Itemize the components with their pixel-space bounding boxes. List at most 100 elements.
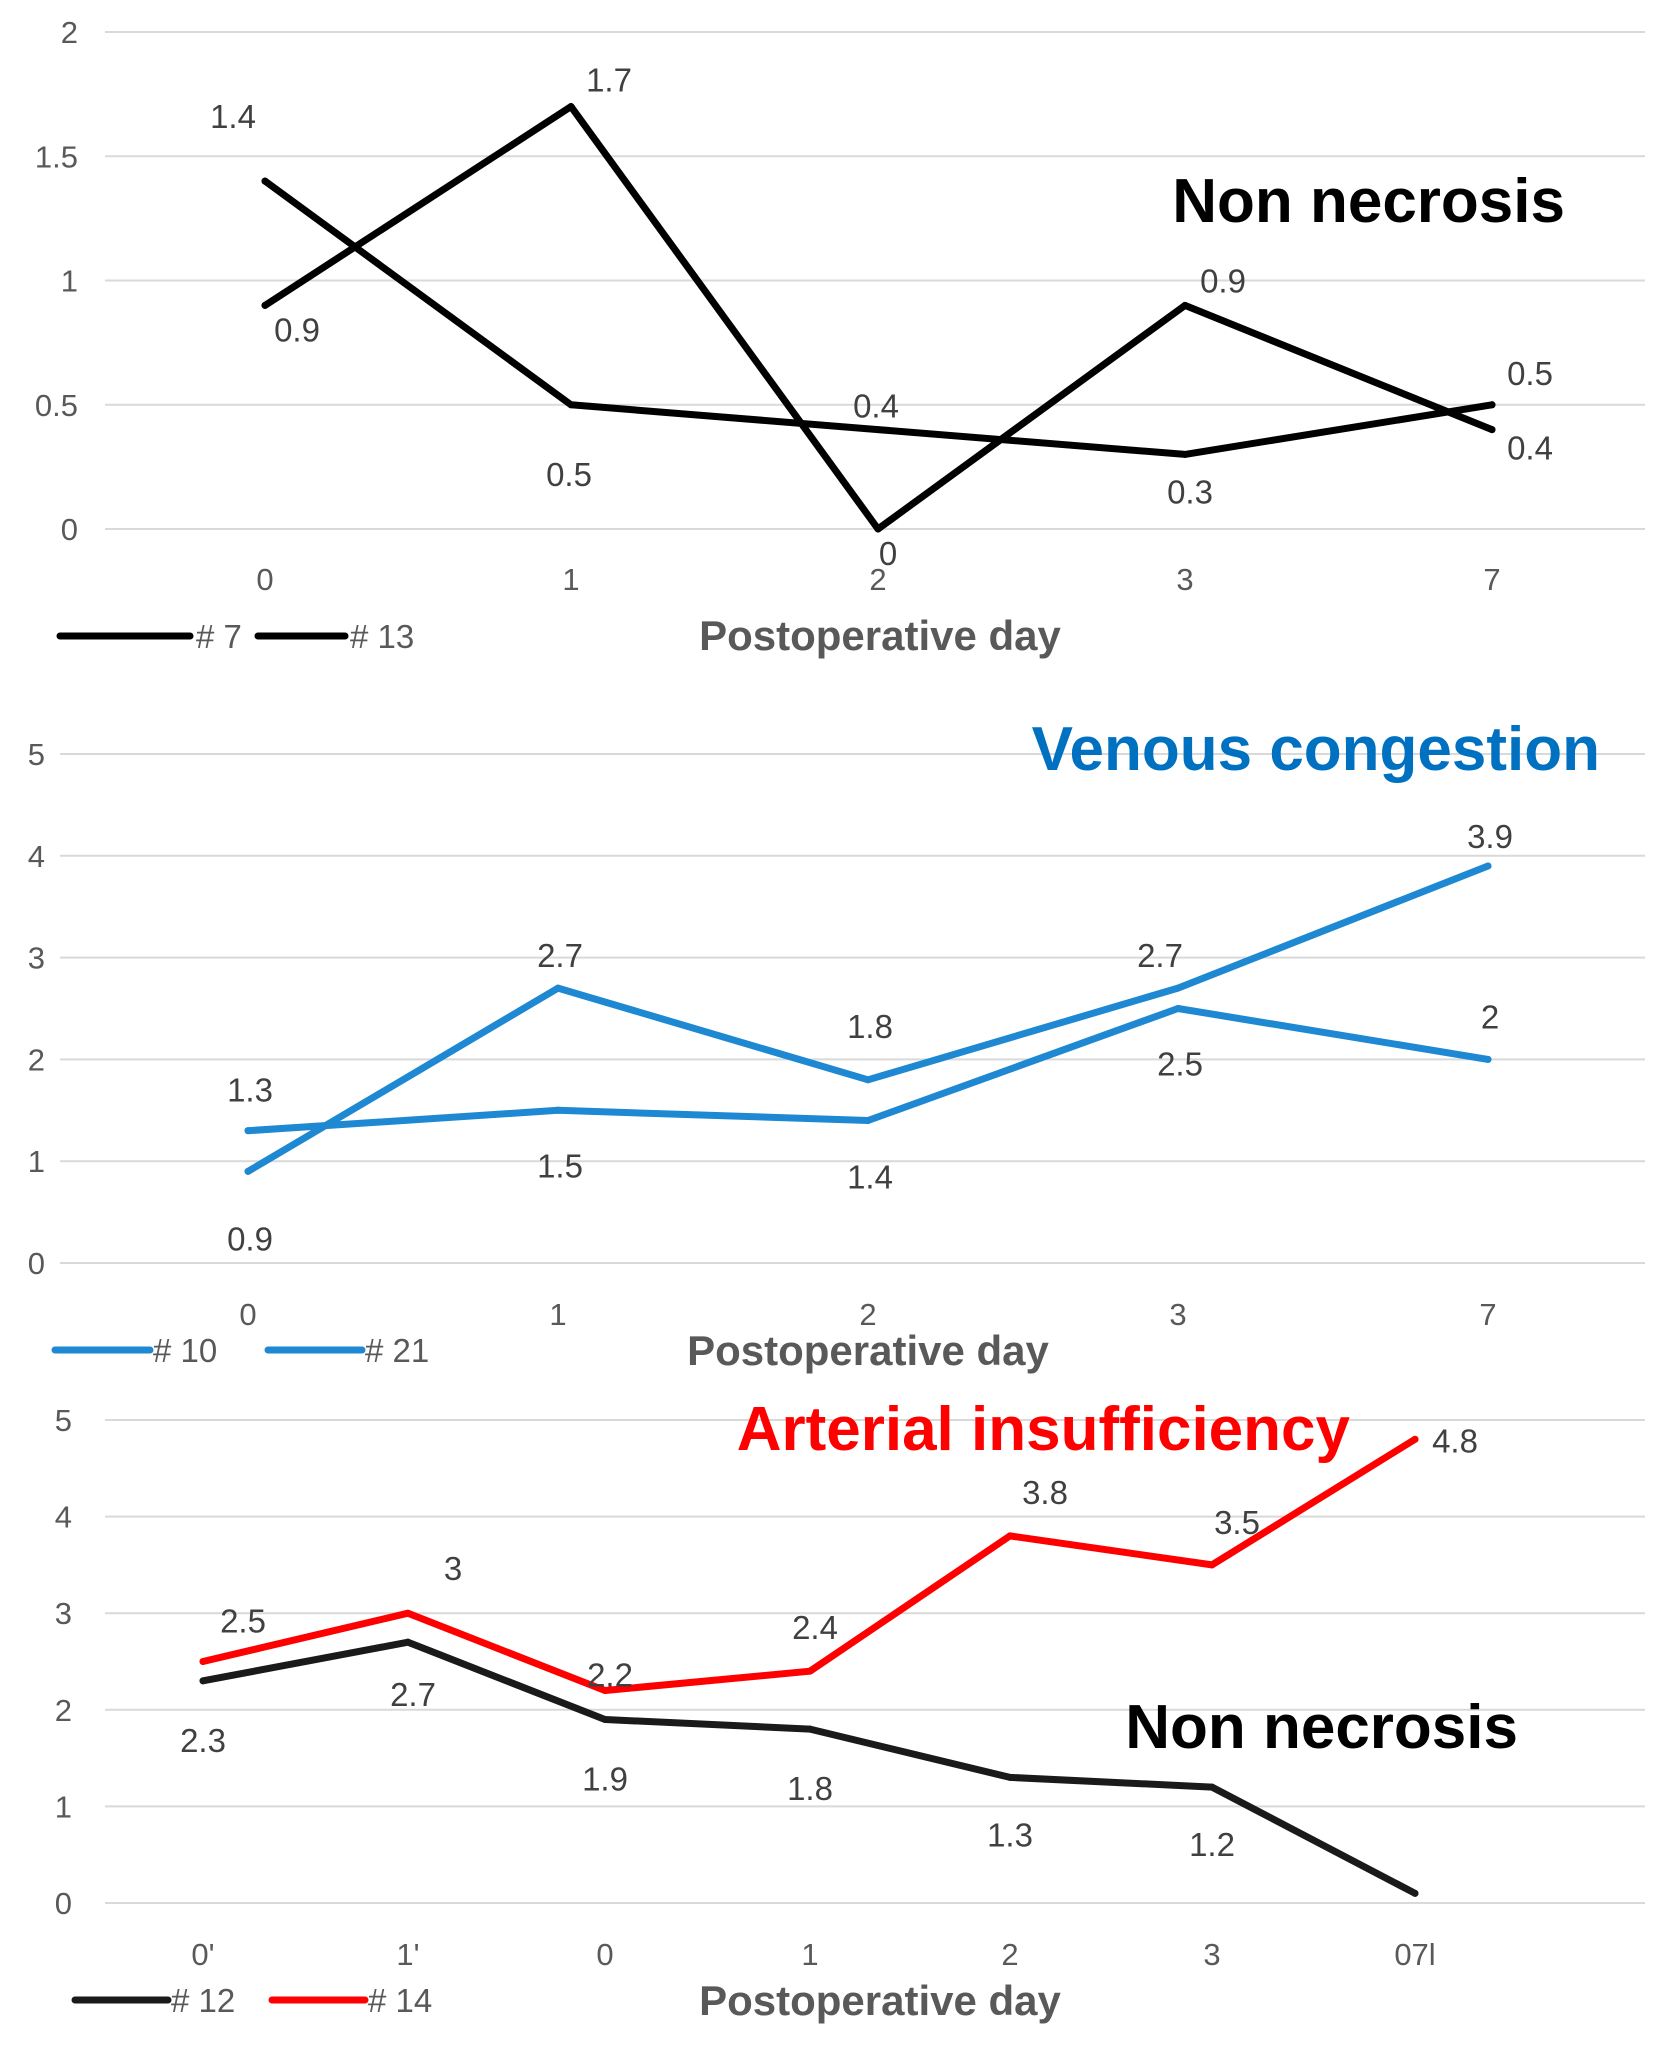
legend-label: # 7 bbox=[196, 618, 242, 655]
chart-3: 0 1 2 3 4 5 0' 1' 0 1 2 3 07l 2.3 2.7 1.9 1.8 1.3 1.2 2.5 3 2… bbox=[55, 1395, 1645, 2024]
data-point bbox=[806, 1667, 814, 1675]
data-point bbox=[1411, 1889, 1419, 1897]
data-label: 0 bbox=[879, 535, 897, 572]
data-point bbox=[1484, 1055, 1492, 1063]
data-label: 1.2 bbox=[1189, 1826, 1235, 1863]
data-label: 1.3 bbox=[227, 1072, 273, 1109]
data-point bbox=[874, 426, 882, 434]
x-tick-label: 07l bbox=[1394, 1937, 1435, 1972]
data-label: 0.9 bbox=[227, 1220, 273, 1257]
y-tick-label: 0 bbox=[61, 512, 78, 547]
y-tick-label: 1 bbox=[55, 1789, 72, 1824]
data-point bbox=[261, 301, 269, 309]
x-tick-label: 1 bbox=[562, 562, 579, 597]
x-tick-label: 2 bbox=[859, 1297, 876, 1332]
data-label: 0.3 bbox=[1167, 473, 1213, 510]
chart-title: Venous congestion bbox=[1032, 715, 1600, 784]
data-point bbox=[1488, 426, 1496, 434]
data-point bbox=[1208, 1783, 1216, 1791]
y-tick-label: 4 bbox=[55, 1500, 72, 1535]
data-label: 1.5 bbox=[537, 1147, 583, 1184]
data-label: 2.7 bbox=[1137, 937, 1183, 974]
y-tick-label: 5 bbox=[28, 737, 45, 772]
y-tick-label: 2 bbox=[61, 15, 78, 50]
x-axis-label: Postoperative day bbox=[687, 1327, 1049, 1374]
data-label: 0.9 bbox=[274, 311, 320, 348]
x-tick-label: 3 bbox=[1203, 1937, 1220, 1972]
x-tick-label: 7 bbox=[1483, 562, 1500, 597]
legend-label: # 14 bbox=[368, 1982, 432, 2019]
data-point bbox=[567, 401, 575, 409]
data-point bbox=[1411, 1435, 1419, 1443]
x-tick-label: 3 bbox=[1176, 562, 1193, 597]
data-point bbox=[404, 1609, 412, 1617]
data-label: 2.4 bbox=[792, 1609, 838, 1646]
data-point bbox=[806, 1725, 814, 1733]
data-point bbox=[1181, 450, 1189, 458]
y-tick-label: 4 bbox=[28, 839, 45, 874]
x-tick-label: 2 bbox=[869, 562, 886, 597]
y-tick-label: 0 bbox=[55, 1886, 72, 1921]
x-tick-label: 1 bbox=[549, 1297, 566, 1332]
data-label: 1.4 bbox=[847, 1158, 893, 1195]
data-point bbox=[404, 1638, 412, 1646]
data-point bbox=[199, 1677, 207, 1685]
data-point bbox=[864, 1116, 872, 1124]
data-label: 2.5 bbox=[220, 1603, 266, 1640]
data-point bbox=[567, 103, 575, 111]
x-tick-label: 0 bbox=[596, 1937, 613, 1972]
data-point bbox=[864, 1076, 872, 1084]
y-tick-label: 3 bbox=[55, 1596, 72, 1631]
y-tick-label: 0 bbox=[28, 1246, 45, 1281]
x-tick-label: 0' bbox=[191, 1937, 214, 1972]
data-point bbox=[1181, 301, 1189, 309]
data-point bbox=[554, 984, 562, 992]
legend-label: # 21 bbox=[365, 1332, 429, 1369]
data-point bbox=[244, 1167, 252, 1175]
data-label: 1.4 bbox=[210, 98, 256, 135]
y-tick-label: 0.5 bbox=[35, 388, 78, 423]
data-label: 0.4 bbox=[1507, 430, 1553, 467]
y-tick-label: 1.5 bbox=[35, 139, 78, 174]
data-label: 3.5 bbox=[1214, 1504, 1260, 1541]
data-label: 3.9 bbox=[1467, 818, 1513, 855]
data-point bbox=[261, 177, 269, 185]
data-point bbox=[1484, 862, 1492, 870]
x-axis-label: Postoperative day bbox=[699, 612, 1061, 659]
data-label: 4.8 bbox=[1432, 1422, 1478, 1459]
x-tick-label: 1 bbox=[801, 1937, 818, 1972]
data-label: 0.4 bbox=[853, 388, 899, 425]
data-label: 1.8 bbox=[787, 1770, 833, 1807]
x-tick-label: 2 bbox=[1001, 1937, 1018, 1972]
series-line-14 bbox=[199, 1435, 1419, 1694]
data-label: 2.2 bbox=[587, 1656, 633, 1693]
chart-title: Non necrosis bbox=[1172, 167, 1565, 236]
data-label: 2 bbox=[1481, 998, 1499, 1035]
data-point bbox=[1174, 1005, 1182, 1012]
data-label: 0.5 bbox=[1507, 355, 1553, 392]
data-point bbox=[1488, 401, 1496, 409]
data-label: 1.8 bbox=[847, 1008, 893, 1045]
x-tick-label: 7 bbox=[1479, 1297, 1496, 1332]
data-label: 2.7 bbox=[537, 937, 583, 974]
data-point bbox=[1208, 1561, 1216, 1569]
y-tick-label: 1 bbox=[61, 264, 78, 299]
legend-label: # 10 bbox=[153, 1332, 217, 1369]
data-point bbox=[199, 1658, 207, 1665]
chart-1: 00.511.520 1 2 3 70.91.700.90.41.40.50.40.30… bbox=[35, 15, 1645, 659]
x-tick-label: 1' bbox=[396, 1937, 419, 1972]
data-point bbox=[1174, 984, 1182, 992]
data-point bbox=[1006, 1532, 1014, 1540]
data-label: 0.5 bbox=[546, 456, 592, 493]
y-tick-label: 1 bbox=[28, 1144, 45, 1179]
data-point bbox=[874, 525, 882, 533]
legend-label: # 13 bbox=[350, 618, 414, 655]
data-label: 3.8 bbox=[1022, 1474, 1068, 1511]
data-point bbox=[601, 1715, 609, 1723]
chart-2: 0 1 2 3 4 5 0 1 2 3 7 0.9 2.7 1.8 2.7 3.9 1.3 1.5 1.4 2.5 2 V… bbox=[28, 715, 1645, 1374]
x-axis-label: Postoperative day bbox=[699, 1977, 1061, 2024]
data-label: 1.9 bbox=[582, 1760, 628, 1797]
data-label: 0.9 bbox=[1200, 262, 1246, 299]
